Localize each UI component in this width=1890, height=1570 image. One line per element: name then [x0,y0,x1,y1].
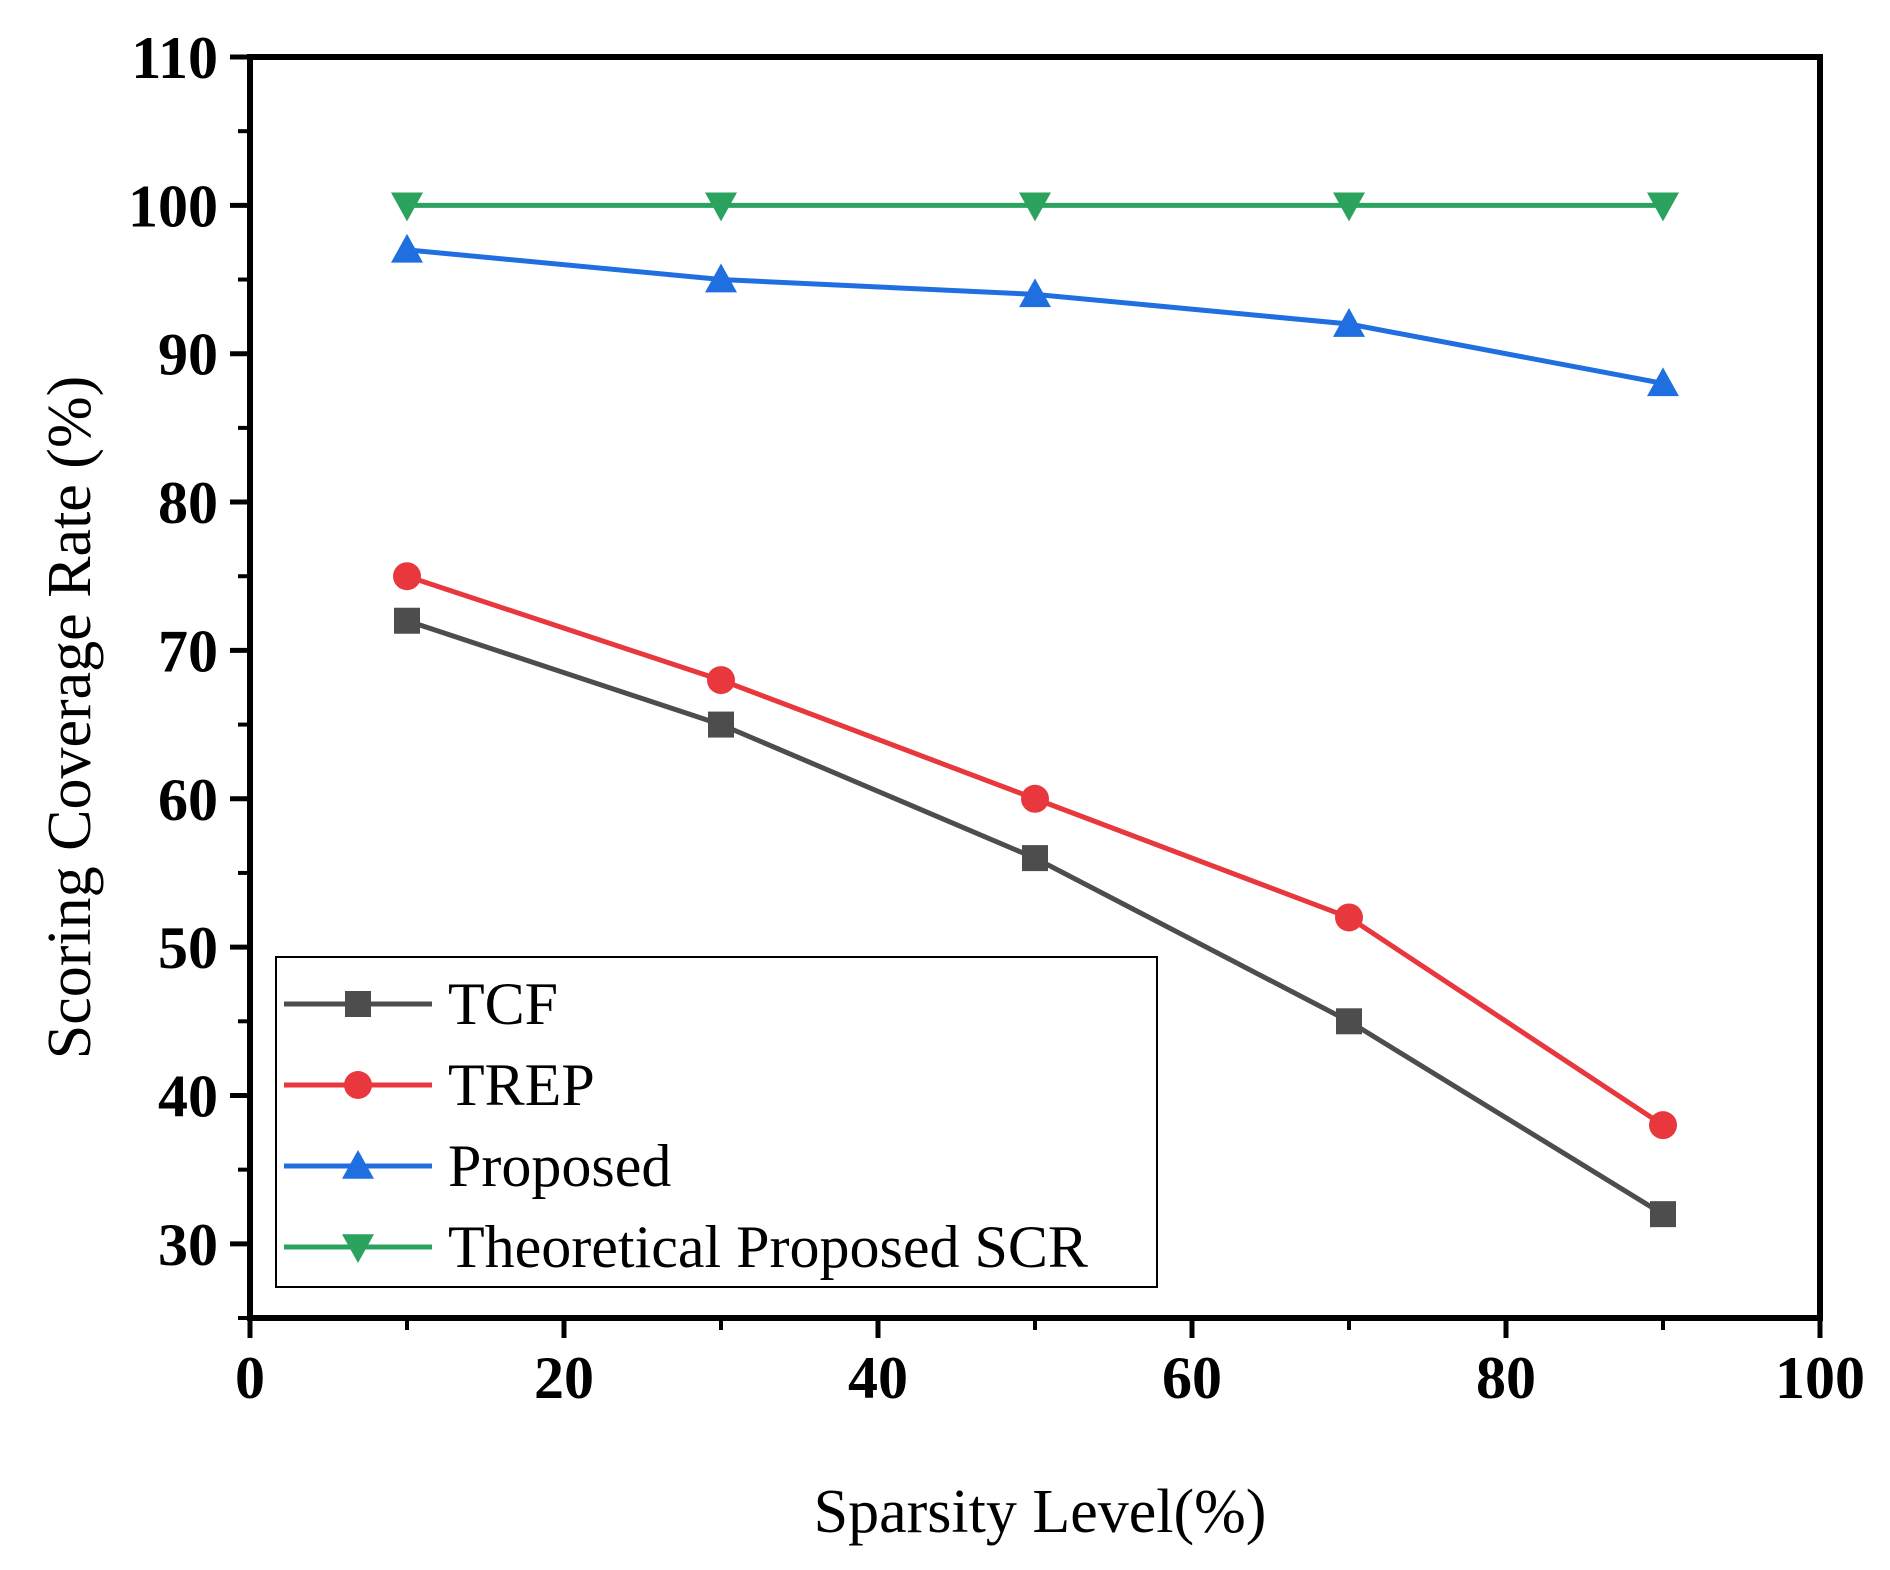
legend-marker [345,991,371,1017]
legend-marker [344,1071,372,1099]
legend-item: TREP [284,1052,595,1118]
data-point [1019,192,1051,222]
data-point [1335,903,1363,932]
series-trep [393,562,1677,1140]
series-tcf [394,607,1676,1228]
y-tick-label: 110 [131,25,218,91]
series-proposed [391,233,1679,397]
series-line [406,247,1664,386]
legend-item: TCF [284,971,558,1037]
y-tick-label: 30 [158,1212,218,1278]
series-layer [391,192,1679,1228]
data-point [1022,845,1048,872]
data-point [393,562,421,591]
y-axis-title: Scoring Coverage Rate (%) [36,376,104,1059]
y-tick-label: 40 [158,1063,218,1129]
legend-marker [342,1234,374,1263]
legend: TCF TREP Proposed Theoretical Proposed SCR [275,956,1158,1288]
data-point [1649,1111,1677,1140]
data-point [1647,367,1679,397]
data-point [1019,278,1051,308]
data-point [705,192,737,222]
y-tick-label: 80 [158,470,218,536]
legend-label: TREP [448,1052,595,1118]
y-tick-label: 70 [158,618,218,684]
data-point [705,263,737,293]
y-axis: 30 40 50 60 70 80 90 100 110 [128,25,250,1320]
legend-item: Theoretical Proposed SCR [284,1214,1088,1280]
y-tick-label: 60 [158,767,218,833]
data-point [1650,1201,1676,1228]
data-point [708,711,734,738]
data-point [707,666,735,695]
y-tick-label: 50 [158,915,218,981]
series-theoretical-proposed-scr [391,192,1679,222]
data-point [391,233,423,263]
data-point [1333,308,1365,337]
data-point [1333,192,1365,222]
legend-label: Proposed [448,1133,671,1199]
data-point [1336,1008,1362,1035]
x-tick-label: 100 [1775,1345,1865,1411]
legend-item: Proposed [284,1133,671,1199]
data-point [394,607,420,634]
data-point [1021,784,1049,813]
y-tick-label: 100 [128,173,218,239]
data-point [391,192,423,222]
x-tick-label: 40 [848,1345,908,1411]
data-point [1647,192,1679,222]
x-axis-title: Sparsity Level(%) [814,1478,1267,1546]
y-tick-label: 90 [158,322,218,388]
legend-label: TCF [448,971,558,1037]
legend-label: Theoretical Proposed SCR [448,1214,1088,1280]
x-tick-label: 0 [235,1345,265,1411]
legend-marker [342,1150,374,1179]
x-tick-label: 20 [534,1345,594,1411]
legend-box [275,956,1158,1288]
x-axis: 0 20 40 60 80 100 [235,1318,1865,1411]
x-tick-label: 60 [1162,1345,1222,1411]
x-tick-label: 80 [1476,1345,1536,1411]
